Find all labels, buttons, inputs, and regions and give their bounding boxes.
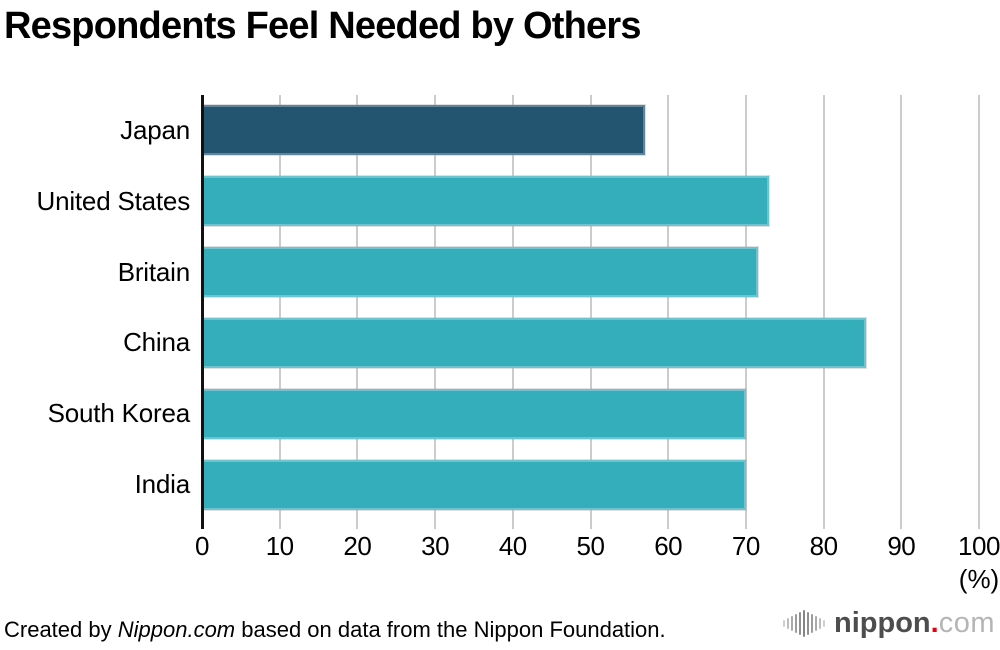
x-tickmark-20 xyxy=(356,520,359,529)
bar-band-south-korea xyxy=(202,378,979,449)
category-label-united-states: United States xyxy=(36,185,191,216)
bar-japan xyxy=(202,105,645,156)
credit-suffix: based on data from the Nippon Foundation… xyxy=(235,617,666,642)
bar-band-china xyxy=(202,307,979,378)
x-tickmark-80 xyxy=(822,520,825,529)
category-label-india: India xyxy=(134,469,191,500)
bars xyxy=(202,95,979,520)
x-ticklabel-90: 90 xyxy=(887,531,916,561)
x-axis-unit-label: (%) xyxy=(958,564,1000,594)
nippon-logo-wordmark: nippon . com xyxy=(834,606,995,639)
x-ticklabel-70: 70 xyxy=(731,531,760,561)
plot-area xyxy=(201,95,980,529)
bar-band-india xyxy=(202,449,979,520)
x-tickmark-30 xyxy=(434,520,437,529)
credit-source: Nippon.com xyxy=(117,617,236,642)
bar-band-united-states xyxy=(202,166,979,237)
x-tickmark-40 xyxy=(511,520,514,529)
x-ticklabel-40: 40 xyxy=(498,531,527,561)
x-ticklabel-10: 10 xyxy=(265,531,294,561)
gridline-30 xyxy=(434,95,437,520)
gridline-100 xyxy=(978,95,980,520)
gridline-40 xyxy=(511,95,514,520)
nippon-logo: nippon . com xyxy=(782,601,996,645)
chart-title: Respondents Feel Needed by Others xyxy=(4,5,641,47)
credit-prefix: Created by xyxy=(4,617,118,642)
x-ticklabel-20: 20 xyxy=(343,531,372,561)
logo-dot: . xyxy=(930,606,939,639)
bar-united-states xyxy=(202,176,770,227)
category-label-japan: Japan xyxy=(120,114,190,145)
gridline-50 xyxy=(589,95,592,520)
category-label-china: China xyxy=(123,327,190,358)
category-label-britain: Britain xyxy=(117,256,190,287)
bar-india xyxy=(202,459,746,510)
bar-band-japan xyxy=(202,95,979,166)
gridline-70 xyxy=(744,95,747,520)
x-tickmark-60 xyxy=(667,520,670,529)
x-ticklabel-60: 60 xyxy=(654,531,683,561)
bar-china xyxy=(202,317,867,368)
logo-tld: com xyxy=(938,606,995,639)
gridline-60 xyxy=(667,95,670,520)
x-tickmark-10 xyxy=(278,520,281,529)
x-tickmark-100 xyxy=(978,520,980,529)
y-axis-line xyxy=(201,95,204,529)
bar-south-korea xyxy=(202,388,746,439)
category-label-south-korea: South Korea xyxy=(47,398,191,429)
gridline-80 xyxy=(822,95,825,520)
x-tickmark-50 xyxy=(589,520,592,529)
x-tickmark-90 xyxy=(900,520,903,529)
soundwave-bars-icon xyxy=(782,608,825,638)
logo-name: nippon xyxy=(834,606,931,639)
gridline-90 xyxy=(900,95,903,520)
x-ticklabel-50: 50 xyxy=(576,531,605,561)
bar-britain xyxy=(202,247,758,298)
x-tickmark-70 xyxy=(744,520,747,529)
gridline-20 xyxy=(356,95,359,520)
x-ticklabel-100: 100 xyxy=(958,531,1000,561)
gridline-10 xyxy=(278,95,281,520)
bar-band-britain xyxy=(202,237,979,308)
x-ticklabel-30: 30 xyxy=(421,531,450,561)
x-ticklabel-0: 0 xyxy=(195,531,209,561)
footer-credit: Created by Nippon.com based on data from… xyxy=(4,617,666,643)
x-ticklabel-80: 80 xyxy=(809,531,838,561)
category-labels: Japan United States Britain China South Kore… xyxy=(0,95,191,520)
